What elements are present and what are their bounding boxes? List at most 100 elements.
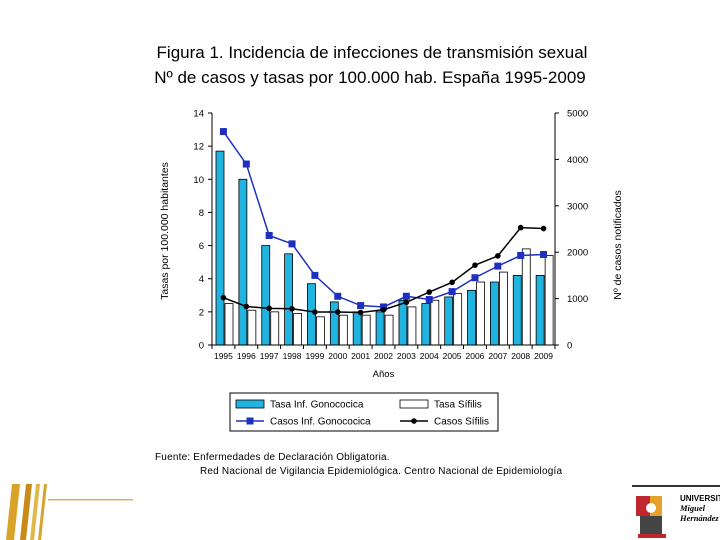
point-casos-sifilis [495, 253, 501, 259]
point-casos-gonococica [357, 302, 365, 310]
bar-tasa-gonococica [467, 289, 476, 346]
bar-tasa-gonococica [444, 296, 454, 346]
x-tick-label: 2008 [511, 351, 530, 361]
y-tick-label-left: 10 [193, 175, 204, 186]
point-casos-gonococica [219, 128, 227, 136]
x-tick-label: 1997 [260, 351, 279, 361]
point-casos-gonococica [494, 262, 502, 270]
point-casos-sifilis [289, 306, 295, 312]
bar-tasa-gonococica [352, 311, 362, 346]
legend-swatch [235, 399, 265, 409]
x-tick-label: 1995 [214, 351, 233, 361]
point-casos-gonococica [288, 240, 296, 248]
legend-label: Casos Inf. Gonococica [270, 417, 371, 428]
x-axis-title: Años [373, 369, 395, 380]
point-casos-sifilis [220, 294, 227, 301]
point-casos-sifilis [540, 225, 547, 232]
bar-tasa-sifilis [521, 248, 531, 346]
y-axis-title-left: Tasas por 100.000 habitantes [159, 162, 171, 300]
bar-tasa-gonococica [489, 281, 499, 346]
logo-text-hernandez: Hernández [680, 513, 719, 523]
x-tick-label: 1999 [305, 351, 324, 361]
bar-tasa-gonococica [421, 303, 431, 346]
point-casos-sifilis [472, 262, 478, 268]
point-casos-sifilis [334, 309, 341, 315]
point-casos-gonococica [425, 296, 433, 304]
x-tick-label: 2005 [443, 351, 462, 361]
x-tick-label: 2009 [534, 351, 553, 361]
y-tick-label-right: 2000 [567, 248, 588, 259]
y-tick-label-left: 14 [193, 109, 204, 120]
point-casos-sifilis [243, 303, 250, 310]
point-casos-gonococica [334, 292, 342, 300]
point-casos-gonococica [242, 160, 250, 168]
source-line1: Fuente: Enfermedades de Declaración Obli… [155, 452, 390, 463]
point-casos-sifilis [312, 309, 318, 315]
x-tick-label: 2003 [397, 351, 416, 361]
y-tick-label-right: 0 [567, 341, 572, 352]
bar-tasa-sifilis [476, 281, 485, 346]
chart-title-line1: Figura 1. Incidencia de infecciones de t… [156, 43, 588, 62]
bar-tasa-gonococica [512, 274, 522, 346]
bar-tasa-sifilis [224, 303, 234, 346]
chart-title-line2: Nº de casos y tasas por 100.000 hab. Esp… [154, 68, 586, 87]
point-casos-gonococica [311, 271, 319, 279]
legend-marker [411, 418, 417, 424]
point-casos-sifilis [426, 289, 433, 295]
y-tick-label-left: 4 [199, 274, 204, 285]
legend-box [229, 392, 499, 432]
university-logo: UNIVERSITAS Miguel Hernández [632, 486, 720, 540]
legend-label: Casos Sífilis [434, 417, 489, 428]
x-tick-label: 2007 [488, 351, 507, 361]
logo-text-universitas: UNIVERSITAS [680, 494, 720, 503]
bar-tasa-sifilis [361, 314, 371, 346]
point-casos-sifilis [517, 224, 524, 231]
decorative-stripes [6, 484, 133, 540]
x-tick-label: 2006 [466, 351, 485, 361]
y-tick-label-left: 2 [199, 307, 204, 318]
legend-label: Tasa Inf. Gonococica [270, 400, 364, 411]
x-tick-label: 1998 [283, 351, 302, 361]
point-casos-gonococica [265, 231, 273, 239]
bar-tasa-gonococica [375, 311, 385, 346]
x-tick-label: 2001 [351, 351, 370, 361]
point-casos-sifilis [449, 279, 455, 286]
point-casos-gonococica [471, 274, 479, 282]
source-line2: Red Nacional de Vigilancia Epidemiológic… [200, 466, 563, 477]
bar-tasa-sifilis [247, 309, 257, 346]
y-axis-title-right: Nº de casos notificados [612, 190, 624, 299]
x-tick-label: 1996 [237, 351, 256, 361]
bar-tasa-sifilis [407, 306, 417, 346]
bar-tasa-sifilis [498, 271, 508, 346]
point-casos-gonococica [517, 251, 525, 259]
bar-tasa-sifilis [316, 316, 325, 346]
x-tick-label: 2000 [328, 351, 347, 361]
bar-tasa-gonococica [261, 245, 271, 346]
decorative-rule-right [632, 485, 720, 487]
logo-text-miguel: Miguel [680, 503, 706, 513]
legend-marker [246, 417, 254, 425]
bar-tasa-sifilis [293, 313, 303, 346]
bar-tasa-sifilis [384, 314, 394, 346]
y-tick-label-right: 5000 [567, 109, 588, 120]
bar-tasa-gonococica [398, 299, 408, 346]
bar-tasa-sifilis [453, 293, 463, 346]
point-casos-sifilis [357, 309, 364, 316]
bar-tasa-gonococica [215, 150, 225, 346]
line-casos-gonococica [222, 131, 544, 308]
x-tick-label: 2002 [374, 351, 393, 361]
y-tick-label-right: 1000 [567, 294, 588, 305]
university-seal-icon [636, 496, 666, 538]
y-tick-label-left: 8 [199, 208, 204, 219]
point-casos-sifilis [266, 305, 272, 312]
point-casos-sifilis [380, 306, 387, 313]
y-tick-label-left: 12 [193, 142, 204, 153]
y-tick-label-right: 3000 [567, 201, 588, 212]
x-tick-label: 2004 [420, 351, 439, 361]
bar-tasa-sifilis [270, 311, 280, 346]
bar-tasa-sifilis [338, 314, 348, 346]
point-casos-sifilis [403, 299, 410, 306]
y-tick-label-left: 0 [199, 341, 204, 352]
bar-tasa-sifilis [430, 299, 440, 346]
bar-tasa-gonococica [284, 253, 294, 346]
